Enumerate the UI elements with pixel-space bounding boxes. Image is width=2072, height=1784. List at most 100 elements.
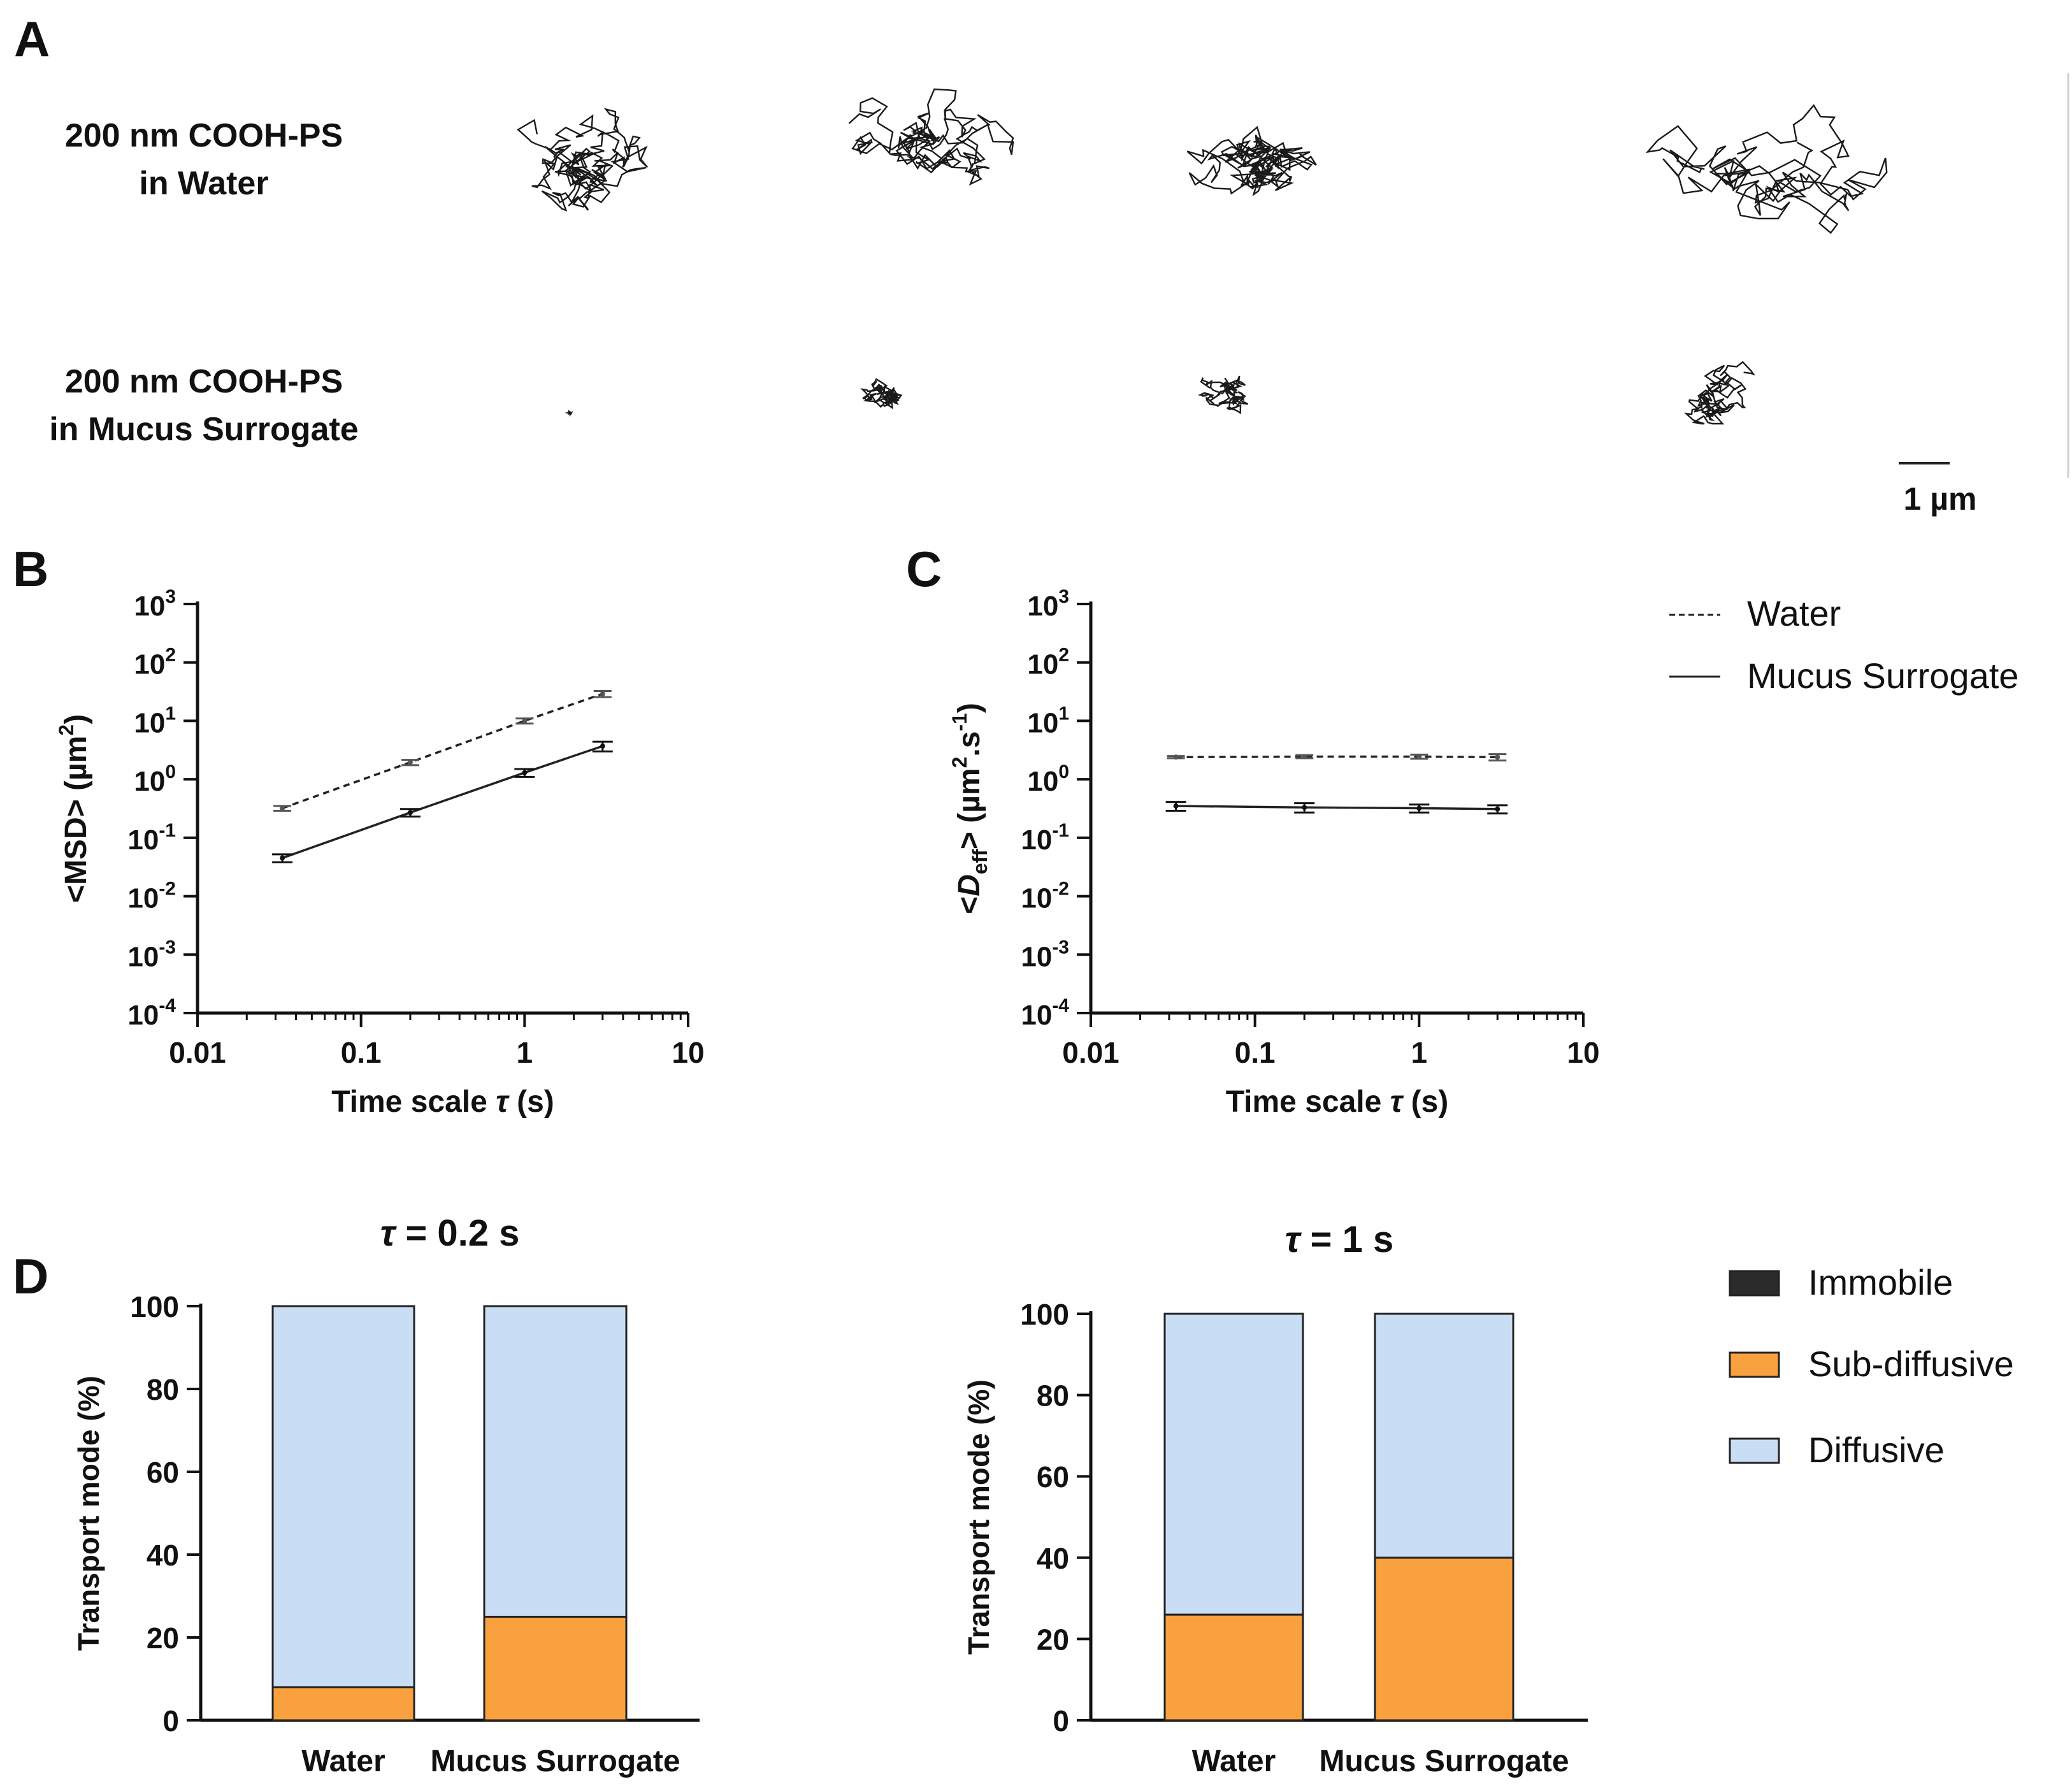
y-tick-label: 0	[1053, 1704, 1069, 1737]
row2-label-line2: in Mucus Surrogate	[49, 411, 358, 448]
y-tick-label: 102	[1027, 645, 1069, 680]
legend-diffusive-swatch	[1729, 1437, 1780, 1464]
legend-water-label: Water	[1747, 593, 1841, 633]
y-axis-label: <MSD> (µm2)	[55, 714, 93, 903]
y-tick-label: 102	[134, 645, 176, 680]
data-point	[1302, 754, 1307, 759]
y-tick-label: 101	[134, 703, 176, 738]
y-axis-label: Transport mode (%)	[962, 1379, 995, 1655]
legend-subdiffusive-swatch	[1729, 1351, 1780, 1378]
y-tick-label: 20	[1037, 1623, 1069, 1656]
x-tick-label: 1	[1411, 1036, 1428, 1069]
legend-subdiffusive-label: Sub-diffusive	[1808, 1344, 2014, 1384]
y-tick-label: 103	[134, 586, 176, 622]
bar-segment-sub-diffusive	[483, 1616, 628, 1722]
x-tick-label: 0.01	[169, 1036, 226, 1069]
x-tick-label: 0.1	[1235, 1036, 1276, 1069]
panel-letter-c: C	[906, 541, 942, 597]
panel-letter-d: D	[13, 1248, 48, 1304]
data-point	[1302, 805, 1307, 810]
x-category-label: Mucus Surrogate	[1319, 1744, 1569, 1778]
data-point	[1173, 803, 1179, 809]
legend-immobile-swatch	[1729, 1270, 1780, 1297]
bar-segment-diffusive	[1163, 1313, 1304, 1616]
y-tick-label: 103	[1027, 586, 1069, 622]
row1-label-line2: in Water	[139, 165, 268, 202]
bar-segment-sub-diffusive	[271, 1686, 415, 1722]
x-axis-label: Time scale τ (s)	[331, 1085, 554, 1119]
chart-title: τ = 1 s	[1285, 1219, 1393, 1260]
x-category-label: Mucus Surrogate	[430, 1744, 680, 1778]
data-point	[600, 744, 605, 749]
data-point	[522, 770, 528, 775]
y-tick-label: 10-3	[127, 937, 176, 972]
y-axis-label: Transport mode (%)	[72, 1376, 105, 1651]
y-axis-label: <Deff> (µm2.s-1)	[948, 703, 991, 914]
data-point	[600, 691, 605, 697]
panel-letter-b: B	[13, 541, 48, 597]
y-tick-label: 20	[147, 1622, 179, 1655]
y-tick-label: 80	[1037, 1379, 1069, 1413]
chart-b-msd: 10-4 10-3 10-2 10-1 100 101 102 103 0.01 0.1 1 10 Ti…	[55, 586, 705, 1119]
data-point	[1495, 754, 1500, 760]
y-tick-label: 10-1	[127, 820, 176, 856]
y-tick-label: 100	[130, 1290, 179, 1323]
y-tick-label: 60	[147, 1456, 179, 1489]
y-tick-label: 10-1	[1021, 820, 1069, 856]
data-point	[280, 805, 285, 811]
row1-label-line1: 200 nm COOH-PS	[65, 117, 343, 154]
series-line-mucus-surrogate	[1176, 805, 1498, 810]
data-point	[1173, 754, 1179, 760]
bar-segment-diffusive	[1374, 1313, 1514, 1559]
y-tick-label: 0	[162, 1704, 179, 1737]
bar-segment-sub-diffusive	[1374, 1557, 1514, 1722]
y-tick-label: 10-4	[1021, 995, 1069, 1031]
series-line-mucus-surrogate	[282, 745, 603, 860]
x-axis-label: Time scale τ (s)	[1226, 1085, 1449, 1119]
data-point	[407, 810, 413, 816]
bar-legend: Immobile Sub-diffusive Diffusive	[1729, 1262, 2014, 1470]
y-tick-label: 10-2	[127, 879, 176, 914]
trajectories	[517, 88, 1888, 425]
chart-d2-transport-1s: 0 20 40 60 80 100 Water Mucus Surrogate Transpor…	[962, 1219, 1588, 1778]
y-tick-label: 10-3	[1021, 937, 1069, 972]
y-tick-label: 100	[1020, 1298, 1069, 1331]
x-tick-label: 10	[1567, 1036, 1599, 1069]
y-tick-label: 100	[134, 761, 176, 797]
y-tick-label: 80	[147, 1373, 179, 1406]
chart-title: τ = 0.2 s	[380, 1212, 520, 1254]
data-point	[407, 759, 413, 765]
trajectory-6	[860, 378, 903, 410]
y-tick-label: 40	[1037, 1542, 1069, 1575]
trajectory-3	[1186, 126, 1317, 197]
trajectory-1	[517, 108, 649, 212]
data-point	[1495, 806, 1500, 812]
trajectory-8	[1684, 361, 1756, 425]
scale-bar-label: 1 µm	[1904, 481, 1977, 517]
trajectory-4	[1645, 104, 1888, 234]
data-point	[280, 855, 285, 861]
legend-immobile-label: Immobile	[1808, 1262, 1953, 1302]
x-tick-label: 0.1	[341, 1036, 382, 1069]
x-tick-label: 0.01	[1062, 1036, 1119, 1069]
legend-diffusive-label: Diffusive	[1808, 1430, 1945, 1470]
x-category-label: Water	[1192, 1744, 1276, 1778]
panel-a-labels: 200 nm COOH-PS in Water 200 nm COOH-PS i…	[49, 117, 358, 448]
y-tick-label: 10-2	[1021, 879, 1069, 914]
bar-segment-sub-diffusive	[1163, 1613, 1304, 1722]
line-legend: Water Mucus Surrogate	[1669, 593, 2018, 696]
trajectory-5	[565, 410, 573, 417]
chart-c-deff: 10-4 10-3 10-2 10-1 100 101 102 103 0.01 0.1 1 10 Ti…	[948, 586, 1600, 1119]
bar-segment-diffusive	[483, 1305, 628, 1618]
panel-letter-a: A	[14, 11, 50, 67]
x-tick-label: 10	[672, 1036, 704, 1069]
y-tick-label: 40	[147, 1539, 179, 1572]
series-line-water	[282, 693, 603, 810]
data-point	[1416, 805, 1422, 811]
y-tick-label: 60	[1037, 1460, 1069, 1493]
x-category-label: Water	[301, 1744, 385, 1778]
row2-label-line1: 200 nm COOH-PS	[65, 363, 343, 400]
bar-segment-diffusive	[271, 1305, 415, 1688]
chart-d1-transport-0.2s: 0 20 40 60 80 100 Water Mucus Surrogate Transpor…	[72, 1212, 700, 1778]
